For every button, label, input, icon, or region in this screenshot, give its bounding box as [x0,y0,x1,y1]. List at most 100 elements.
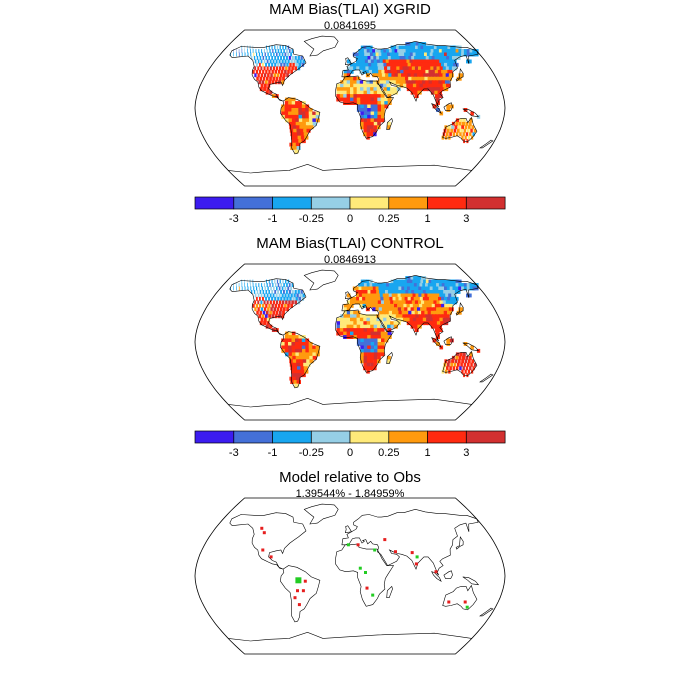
heatmap-cell [305,345,310,350]
heatmap-cell [422,83,428,88]
heatmap-cell [422,314,427,319]
heatmap-cell [416,283,422,287]
heatmap-cell [309,359,314,364]
heatmap-cell [295,355,300,360]
heatmap-cell [288,97,293,102]
heatmap-cell [462,121,465,126]
heatmap-cell [379,290,384,294]
heatmap-cell [390,321,395,326]
heatmap-cell [291,66,294,71]
coastline-sumatra [431,337,442,348]
heatmap-cell [429,83,434,88]
heatmap-cell [353,317,358,322]
heatmap-cell [374,342,378,346]
heatmap-cell [346,335,351,339]
heatmap-cell [451,125,454,130]
coastline-madagascar [386,117,393,130]
heatmap-cell [433,283,439,287]
heatmap-cell [430,59,436,64]
heatmap-cell [364,52,368,57]
heatmap-cell [346,69,351,74]
heatmap-cell [387,97,392,102]
heatmap-cell [431,69,437,74]
heatmap-cell [259,76,262,81]
heatmap-cell [381,104,385,109]
heatmap-cell [390,66,395,71]
heatmap-cell [455,279,462,284]
heatmap-cell [376,314,381,319]
heatmap-cell [257,307,260,312]
heatmap-cell [458,307,464,312]
heatmap-cell [269,59,272,64]
heatmap-cell [377,111,382,116]
heatmap-cell [444,69,450,74]
heatmap-cell [281,80,285,85]
heatmap-cell [298,139,303,144]
heatmap-cell [343,310,348,315]
heatmap-cell [291,135,296,140]
heatmap-cell [436,321,442,326]
heatmap-cell [370,121,374,126]
heatmap-cell [355,52,360,57]
heatmap-cell [265,324,269,329]
heatmap-cell [251,56,253,60]
heatmap-cell [397,283,402,287]
heatmap-cell [305,114,310,119]
colorbar-swatch [427,430,467,444]
heatmap-cell [252,45,254,50]
heatmap-cell [262,62,264,67]
heatmap-cell [394,303,399,308]
heatmap-cell [374,114,378,119]
map-panel-3 [194,497,506,655]
heatmap-cell [343,101,347,105]
heatmap-cell [420,87,425,92]
heatmap-cell [370,321,374,326]
heatmap-cell [293,132,298,137]
heatmap-cell [260,293,263,298]
heatmap-cell [367,331,371,336]
heatmap-cell [470,345,474,350]
heatmap-cell [378,307,383,312]
heatmap-cell [439,83,444,88]
heatmap-cell [386,296,391,301]
heatmap-cell [275,66,279,71]
heatmap-cell [363,104,368,109]
heatmap-cell [462,366,465,371]
heatmap-cell [358,52,362,57]
coastline-southAmerica [280,97,321,155]
heatmap-cell [395,296,400,301]
heatmap-cell [434,62,440,67]
heatmap-cell [442,366,446,371]
heatmap-cell [431,45,437,50]
heatmap-cell [257,293,260,298]
heatmap-cell [291,290,294,294]
heatmap-cell [336,90,341,95]
heatmap-cell [450,62,456,67]
heatmap-cell [404,296,410,301]
heatmap-cell [350,317,354,322]
heatmap-cell [295,111,299,116]
heatmap-cell [256,52,258,57]
heatmap-cell [290,59,293,64]
heatmap-cell [414,90,419,95]
heatmap-cell [364,293,369,298]
heatmap-cell [432,83,438,88]
heatmap-cell [437,324,442,329]
heatmap-cell [452,290,458,294]
heatmap-cell [284,111,289,116]
heatmap-cell [363,83,368,88]
heatmap-cell [433,59,439,64]
heatmap-cell [360,328,365,332]
heatmap-cell [424,286,429,291]
heatmap-cell [429,73,435,78]
heatmap-cell [425,314,430,319]
heatmap-cell [462,352,466,357]
heatmap-cell [421,66,426,71]
heatmap-cell [446,108,451,112]
heatmap-cell [399,300,404,305]
heatmap-cell [425,62,431,67]
heatmap-cell [300,132,305,137]
heatmap-cell [408,49,414,53]
heatmap-cell [417,45,423,50]
heatmap-cell [251,290,253,294]
